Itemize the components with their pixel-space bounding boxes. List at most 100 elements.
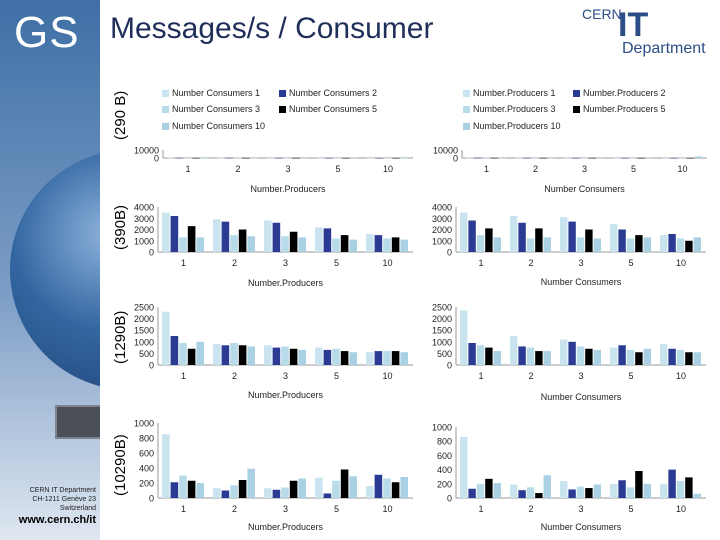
bar [523, 157, 531, 159]
bar [196, 341, 204, 365]
bar [272, 489, 281, 498]
laptop-image [55, 405, 100, 439]
bar [250, 157, 258, 159]
bar [493, 351, 501, 365]
x-tick-label: 1 [181, 258, 186, 268]
legend-swatch [573, 90, 580, 98]
y-tick-label: 1000 [432, 423, 452, 433]
y-tick-label: 200 [139, 479, 154, 489]
bar [560, 217, 568, 252]
bar [618, 345, 626, 365]
bar [238, 480, 247, 498]
bar [535, 351, 543, 365]
bar [162, 212, 170, 252]
x-tick-label: 2 [533, 164, 538, 174]
legend-item: Number.Producers 5 [573, 104, 666, 114]
header-banner [100, 0, 720, 68]
bar [349, 352, 357, 365]
bar [668, 234, 676, 252]
bar [476, 235, 485, 252]
x-tick-label: 10 [382, 504, 392, 514]
bar [568, 489, 576, 498]
x-tick-label: 3 [578, 258, 583, 268]
bar [468, 342, 476, 365]
bar [645, 157, 653, 159]
x-tick-label: 2 [528, 504, 533, 514]
bar [660, 344, 668, 365]
x-tick-label: 2 [232, 258, 237, 268]
bar [242, 157, 250, 159]
bar [247, 468, 255, 498]
y-tick-label: 800 [437, 437, 452, 447]
bar [281, 236, 289, 252]
legend-item: Number Consumers 3 [162, 104, 260, 114]
bar [264, 488, 272, 498]
bar [264, 220, 272, 252]
bar [485, 228, 493, 252]
bar [333, 157, 342, 159]
legend-swatch [573, 106, 580, 114]
legend-label: Number Consumers 1 [172, 88, 261, 98]
bar [585, 488, 593, 498]
y-tick-label: 600 [437, 451, 452, 461]
bar [493, 483, 501, 498]
bar [596, 157, 604, 159]
bar [531, 157, 539, 159]
bar [283, 157, 292, 159]
bar [221, 490, 230, 498]
bar [694, 156, 702, 158]
x-tick-label: 3 [283, 258, 288, 268]
bar [340, 469, 349, 498]
bar [474, 157, 482, 159]
x-tick-label: 10 [383, 164, 393, 174]
y-tick-label: 400 [437, 465, 452, 475]
footer-line: CERN IT Department [29, 487, 96, 494]
bar [196, 483, 204, 498]
bar [626, 487, 635, 498]
bar [662, 157, 670, 159]
bar [342, 157, 350, 159]
legend-swatch [463, 106, 470, 114]
bar [374, 474, 383, 498]
bar [281, 487, 289, 498]
bar [518, 222, 526, 252]
bar [340, 235, 349, 252]
bar [213, 344, 221, 365]
x-tick-label: 3 [283, 504, 288, 514]
legend-swatch [162, 106, 169, 114]
y-tick-label: 10000 [134, 146, 159, 156]
y-tick-label: 1000 [134, 337, 154, 347]
bar [468, 220, 476, 252]
y-tick-label: 1000 [432, 337, 452, 347]
bar [543, 351, 551, 365]
bar [391, 482, 400, 498]
bar [593, 484, 601, 498]
bar [676, 480, 685, 498]
bar [332, 238, 340, 252]
bar [678, 157, 686, 159]
bar [217, 157, 225, 159]
bar [526, 347, 535, 365]
bar [325, 157, 333, 159]
bar [693, 493, 701, 498]
bar [468, 488, 476, 498]
bar [187, 480, 196, 498]
bar [366, 352, 374, 365]
y-tick-label: 4000 [134, 203, 154, 213]
bar [547, 157, 555, 159]
y-tick-label: 800 [139, 434, 154, 444]
bar [292, 157, 300, 159]
bar [298, 349, 306, 365]
y-tick-label: 2000 [134, 225, 154, 235]
y-tick-label: 0 [447, 494, 452, 504]
y-tick-label: 200 [437, 479, 452, 489]
bar [621, 157, 629, 159]
y-tick-label: 0 [149, 361, 154, 371]
x-tick-label: 3 [578, 371, 583, 381]
bar [485, 478, 493, 498]
legend-label: Number Consumers 10 [172, 121, 266, 131]
bar [510, 484, 518, 498]
legend-swatch [279, 106, 286, 114]
bar [498, 157, 506, 159]
bar [626, 238, 635, 252]
